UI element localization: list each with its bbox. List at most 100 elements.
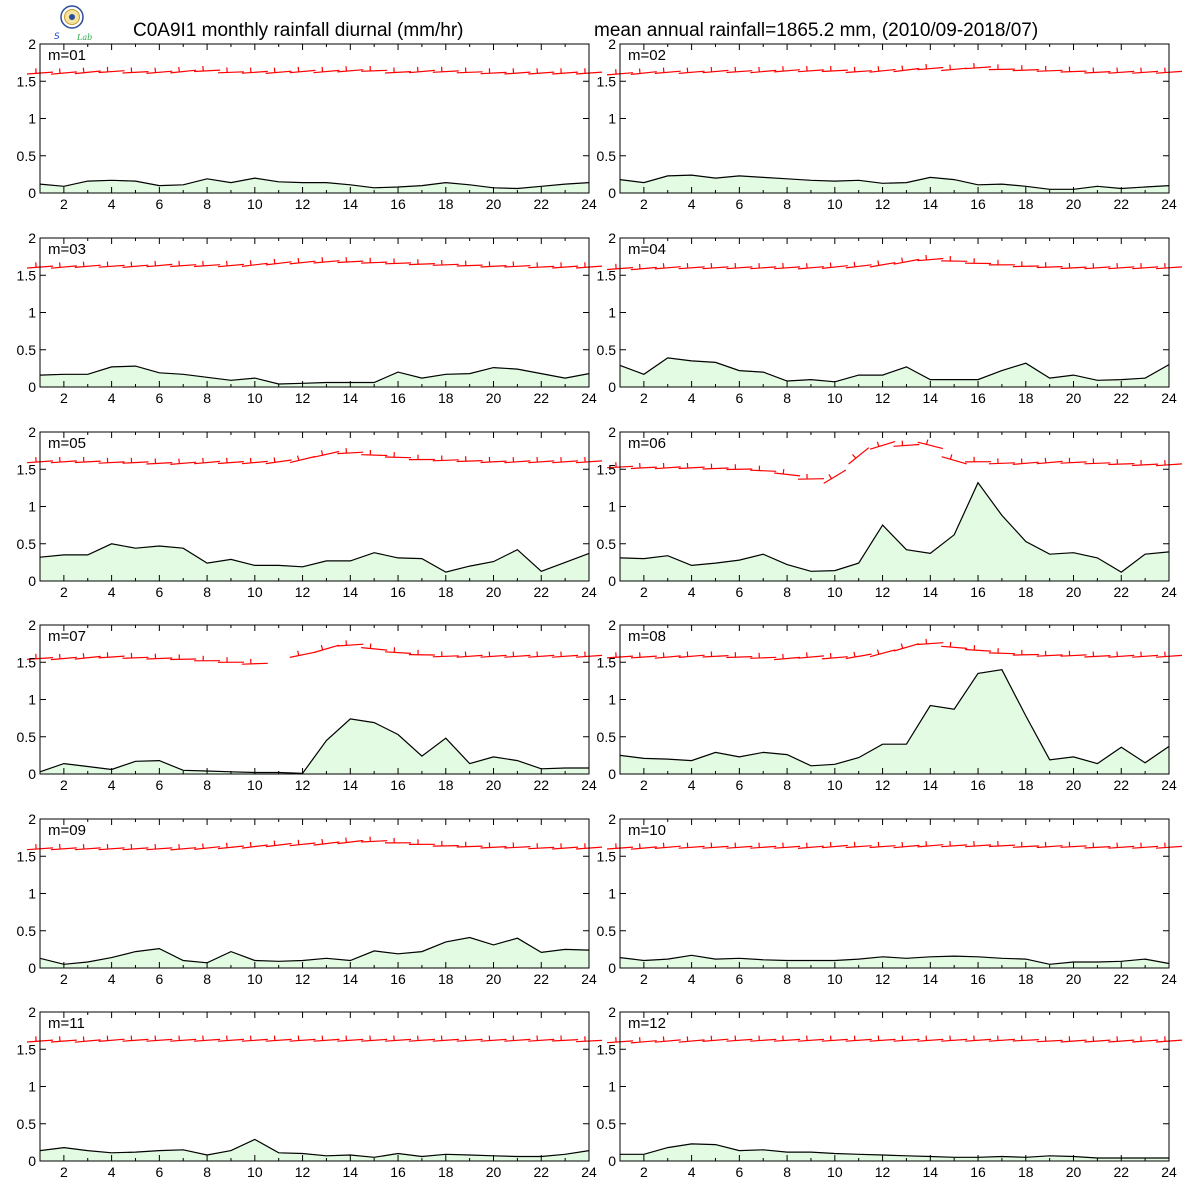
y-tick-label: 1 <box>28 111 36 127</box>
x-tick-label: 20 <box>1066 777 1082 793</box>
wind-barb <box>122 261 149 268</box>
wind-barb <box>630 843 657 850</box>
x-tick-label: 6 <box>735 1164 743 1180</box>
wind-barb <box>654 462 681 470</box>
y-tick-label: 2 <box>608 36 616 52</box>
wind-barb <box>678 263 705 270</box>
wind-shaft <box>456 654 483 658</box>
wind-barb <box>480 1035 507 1042</box>
x-tick-label: 24 <box>1161 584 1177 600</box>
x-tick-label: 12 <box>295 971 311 987</box>
wind-barb <box>480 261 507 268</box>
wind-shaft <box>170 69 197 74</box>
rain-area <box>620 482 1169 581</box>
wind-shaft <box>265 70 292 74</box>
x-tick-label: 18 <box>1018 390 1034 406</box>
wind-shaft <box>630 266 657 271</box>
x-tick-label: 6 <box>155 971 163 987</box>
wind-shaft <box>678 1039 705 1043</box>
wind-barb <box>50 262 77 269</box>
wind-shaft <box>122 1038 149 1042</box>
wind-shaft <box>432 263 459 266</box>
wind-feather <box>638 68 641 74</box>
wind-barb <box>774 842 801 849</box>
wind-shaft <box>821 1038 848 1042</box>
wind-barb <box>552 262 579 269</box>
wind-feather <box>852 454 857 459</box>
y-tick-label: 0.5 <box>17 148 37 164</box>
wind-shaft <box>1012 265 1039 268</box>
wind-barb <box>122 457 149 464</box>
wind-shaft <box>98 70 125 74</box>
plot-frame <box>619 1011 1170 1162</box>
wind-shaft <box>654 1039 681 1043</box>
x-tick-label: 16 <box>390 196 406 212</box>
wind-barb <box>1108 67 1135 74</box>
x-tick-label: 12 <box>295 1164 311 1180</box>
wind-shaft <box>845 70 872 74</box>
wind-shaft <box>480 846 507 849</box>
x-tick-label: 16 <box>970 971 986 987</box>
rain-area <box>620 357 1169 387</box>
wind-barb <box>217 842 244 850</box>
rain-line <box>39 718 589 774</box>
panel-m-03: 00.511.522 4 6 8 10 12 14 16 18 20 22 24m=03 <box>17 230 603 406</box>
y-tick-label: 2 <box>28 36 36 52</box>
wind-shaft <box>528 654 555 658</box>
y-tick-label: 0 <box>608 379 616 395</box>
wind-feather <box>662 67 665 73</box>
wind-barb <box>869 1035 896 1042</box>
wind-barb <box>432 259 459 266</box>
wind-barb <box>74 844 101 851</box>
wind-barb <box>774 653 801 661</box>
wind-feather <box>662 263 665 269</box>
wind-shaft <box>480 1038 507 1042</box>
wind-shaft <box>241 1038 268 1042</box>
wind-barb <box>1060 1036 1087 1043</box>
wind-barb <box>408 839 435 846</box>
wind-shaft <box>1132 1039 1159 1043</box>
wind-barb <box>917 841 944 848</box>
wind-barb <box>289 650 316 658</box>
wind-barb <box>313 839 340 846</box>
x-tick-label: 16 <box>970 584 986 600</box>
wind-barb <box>146 653 173 660</box>
wind-shaft <box>98 1038 125 1042</box>
lab-logo: S Lab <box>52 3 92 43</box>
wind-barb <box>98 261 125 268</box>
wind-barb <box>1084 458 1111 465</box>
wind-barb <box>504 842 531 849</box>
wind-barb <box>528 68 555 75</box>
wind-barb <box>702 263 729 270</box>
wind-barb <box>552 68 579 75</box>
x-tick-label: 6 <box>155 390 163 406</box>
x-tick-label: 2 <box>640 584 648 600</box>
wind-shaft <box>528 1038 555 1042</box>
wind-barb <box>1012 458 1039 465</box>
wind-feather <box>901 65 904 71</box>
wind-feather <box>345 837 347 843</box>
wind-shaft <box>917 642 944 646</box>
wind-shaft <box>965 1038 992 1042</box>
wind-barb <box>217 260 244 268</box>
wind-feather <box>82 261 85 267</box>
wind-barb <box>456 651 483 658</box>
x-tick-label: 14 <box>923 1164 939 1180</box>
wind-barb <box>337 640 364 647</box>
wind-barb <box>456 456 483 463</box>
wind-shaft <box>74 264 101 268</box>
wind-shaft <box>289 455 316 464</box>
wind-shaft <box>917 66 944 71</box>
wind-shaft <box>241 844 268 849</box>
rain-area <box>40 543 589 581</box>
plot-frame <box>39 1011 590 1162</box>
wind-barb <box>1060 457 1087 464</box>
wind-shaft <box>241 662 268 665</box>
wind-shaft <box>988 844 1015 848</box>
x-tick-label: 24 <box>1161 777 1177 793</box>
wind-barb <box>965 645 992 652</box>
wind-barb <box>797 1035 824 1042</box>
wind-shaft <box>821 265 848 269</box>
wind-shaft <box>630 846 657 850</box>
y-tick-label: 0 <box>28 573 36 589</box>
